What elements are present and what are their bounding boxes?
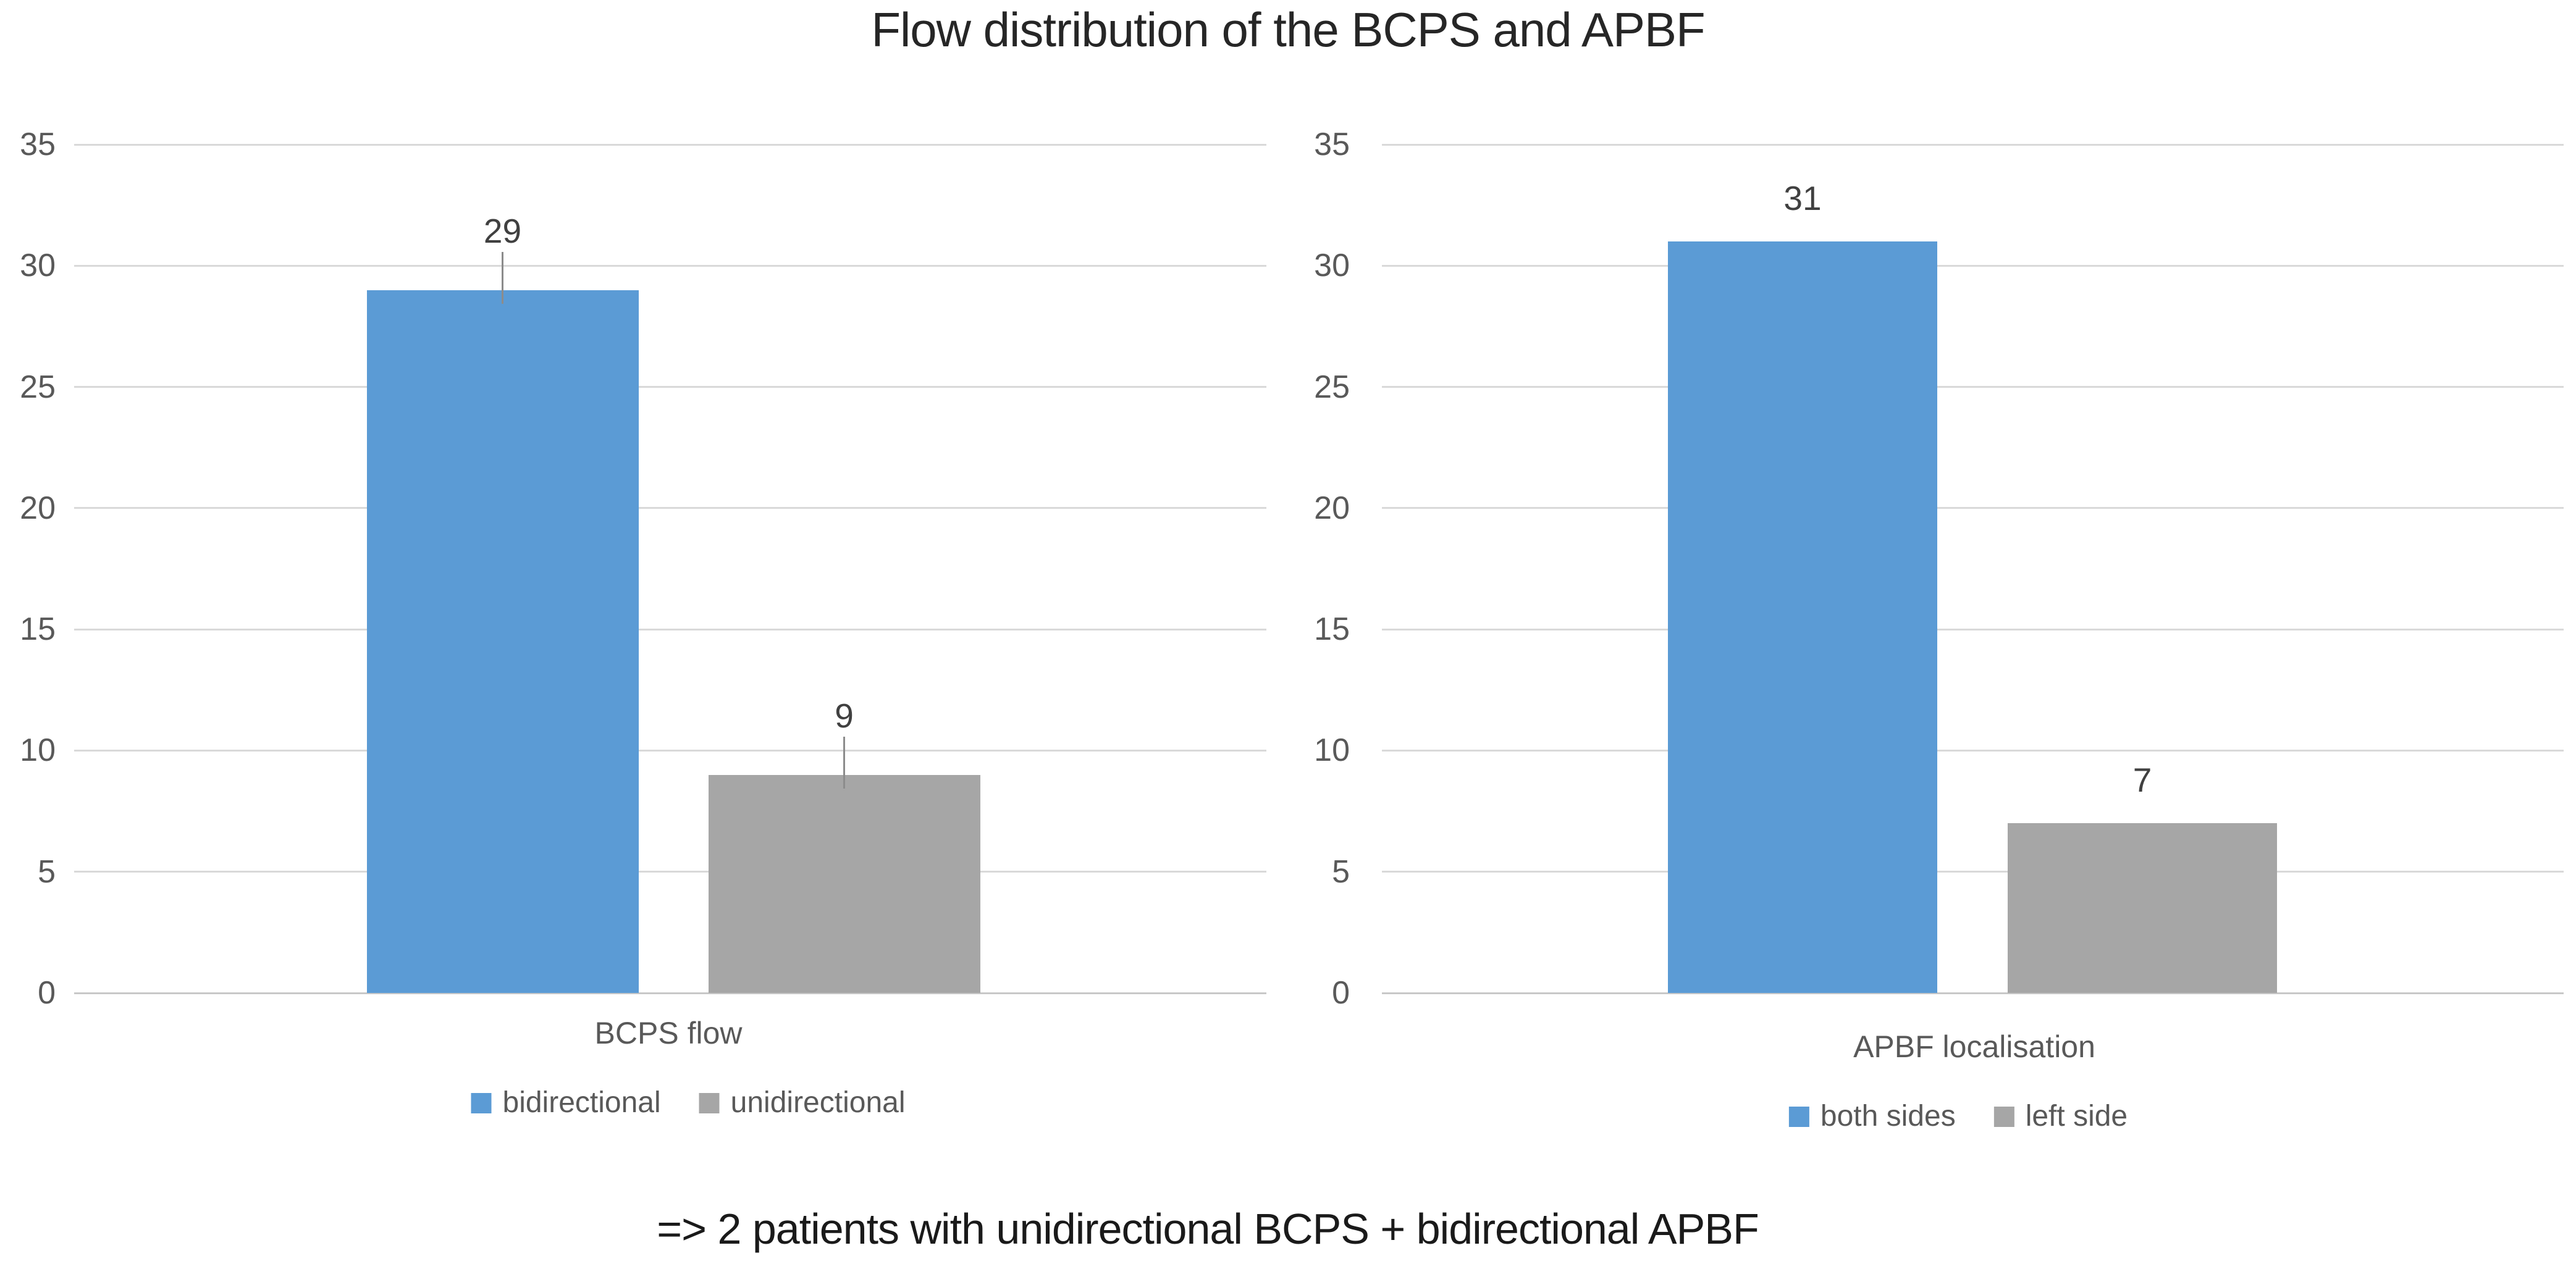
y-axis-tick-label: 30 <box>20 248 56 284</box>
gridline <box>74 628 1266 630</box>
gridline <box>74 386 1266 388</box>
bar-both-sides <box>1668 241 1937 993</box>
footnote-text: => 2 patients with unidirectional BCPS +… <box>657 1205 1759 1253</box>
y-axis-tick-label: 20 <box>1314 490 1350 526</box>
gridline <box>1382 386 2564 388</box>
gridline <box>1382 749 2564 752</box>
gridline <box>74 749 1266 752</box>
legend: both sides left side <box>1788 1100 2128 1133</box>
gridline <box>1382 871 2564 873</box>
y-axis-tick-label: 5 <box>1332 853 1350 890</box>
legend-item-unidirectional: unidirectional <box>699 1088 906 1118</box>
y-axis-tick-label: 25 <box>20 369 56 405</box>
y-axis-tick-label: 30 <box>1314 248 1350 284</box>
y-axis-tick-label: 15 <box>1314 611 1350 648</box>
bar-value-label: 7 <box>2132 761 2152 800</box>
y-axis-tick-label: 10 <box>20 732 56 769</box>
chart-title: Flow distribution of the BCPS and APBF <box>871 2 1705 57</box>
legend: bidirectional unidirectional <box>471 1088 906 1118</box>
legend-label: unidirectional <box>730 1086 906 1119</box>
y-axis-tick-label: 15 <box>20 611 56 648</box>
gridline <box>1382 143 2564 146</box>
x-axis-category-label: APBF localisation <box>1853 1029 2095 1064</box>
x-axis-line <box>74 992 1266 994</box>
x-axis-line <box>1382 992 2564 994</box>
y-axis-tick-label: 0 <box>38 975 56 1011</box>
y-axis-tick-label: 10 <box>1314 732 1350 769</box>
x-axis-category-label: BCPS flow <box>594 1016 743 1050</box>
bar-left-side <box>2008 823 2277 993</box>
y-axis-tick-label: 35 <box>1314 127 1350 162</box>
legend-item-bidirectional: bidirectional <box>471 1088 661 1118</box>
gridline <box>74 143 1266 146</box>
legend-marker-swatch <box>699 1092 720 1113</box>
y-axis-tick-label: 5 <box>38 853 56 890</box>
gridline <box>74 871 1266 873</box>
legend-label: both sides <box>1820 1100 1956 1133</box>
data-label-leader-line <box>843 736 845 789</box>
gridline <box>74 507 1266 509</box>
legend-label: left side <box>2025 1100 2128 1133</box>
gridline <box>1382 264 2564 267</box>
legend-label: bidirectional <box>502 1086 661 1119</box>
legend-marker-swatch <box>1993 1106 2014 1127</box>
legend-item-both-sides: both sides <box>1788 1100 1956 1133</box>
bar-bidirectional <box>366 290 639 993</box>
y-axis-tick-label: 25 <box>1314 369 1350 405</box>
bar-unidirectional <box>708 774 980 993</box>
gridline <box>1382 628 2564 630</box>
gridline <box>1382 507 2564 509</box>
data-label-leader-line <box>502 251 503 304</box>
legend-item-left-side: left side <box>1993 1100 2128 1133</box>
bar-value-label: 9 <box>835 696 854 735</box>
bar-value-label: 31 <box>1783 179 1822 218</box>
legend-marker-swatch <box>471 1092 492 1113</box>
legend-marker-swatch <box>1788 1106 1809 1127</box>
gridline <box>74 264 1266 267</box>
y-axis-tick-label: 20 <box>20 490 56 526</box>
y-axis-tick-label: 35 <box>20 127 56 162</box>
bar-value-label: 29 <box>483 211 522 250</box>
y-axis-tick-label: 0 <box>1332 975 1350 1011</box>
